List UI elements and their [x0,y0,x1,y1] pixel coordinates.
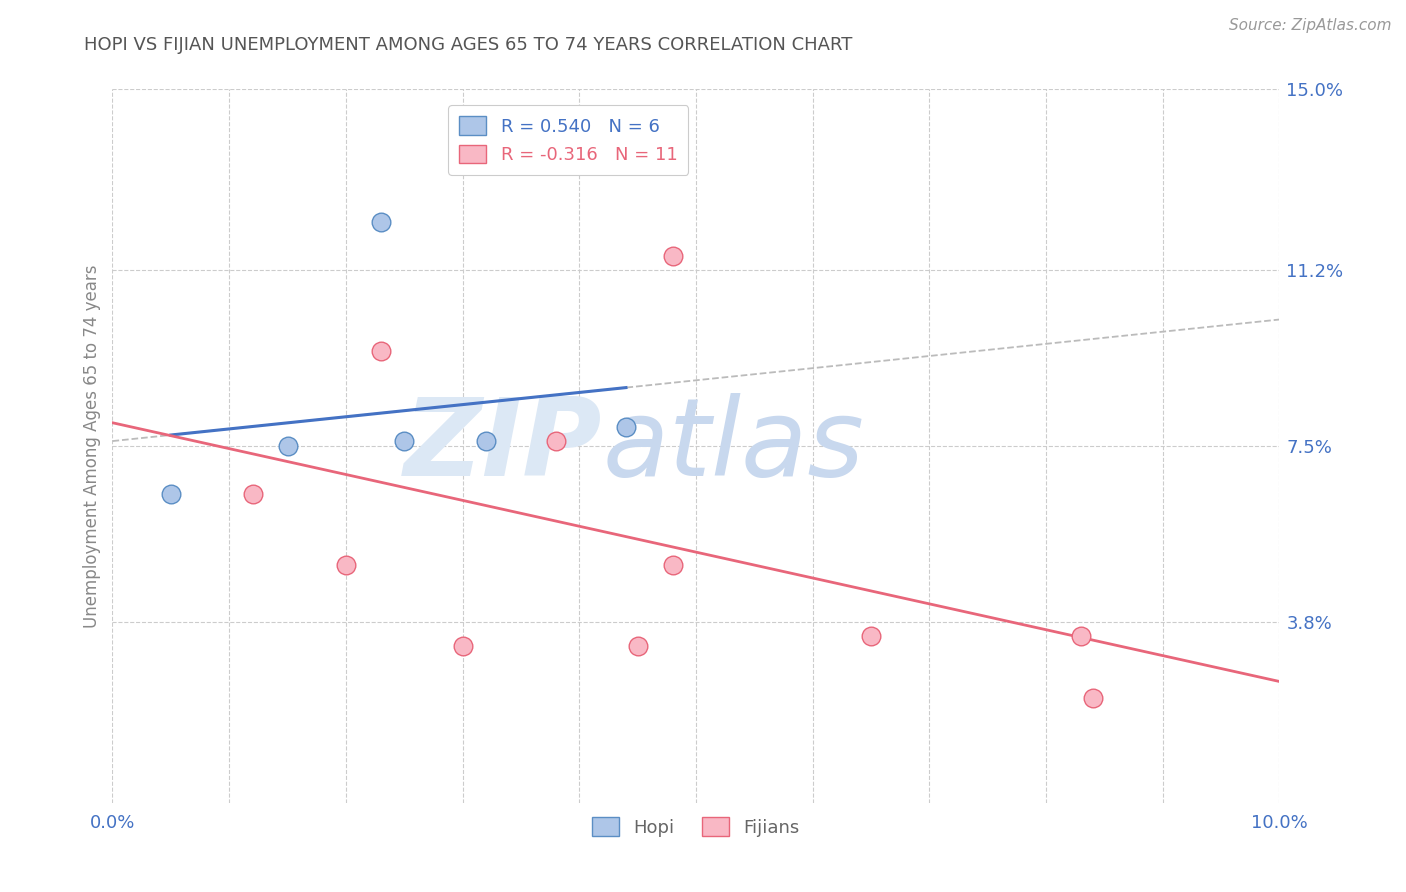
Point [335,558,357,572]
Text: ZIP: ZIP [405,393,603,499]
Text: atlas: atlas [603,393,865,499]
Legend: Hopi, Fijians: Hopi, Fijians [585,810,807,844]
Point [394,434,416,449]
Text: HOPI VS FIJIAN UNEMPLOYMENT AMONG AGES 65 TO 74 YEARS CORRELATION CHART: HOPI VS FIJIAN UNEMPLOYMENT AMONG AGES 6… [84,36,852,54]
Point [544,434,567,449]
Point [1081,691,1104,706]
Text: Source: ZipAtlas.com: Source: ZipAtlas.com [1229,18,1392,33]
Point [661,249,683,263]
Point [451,639,474,653]
Point [627,639,650,653]
Point [614,420,637,434]
Point [1070,629,1092,643]
Point [242,486,264,500]
Y-axis label: Unemployment Among Ages 65 to 74 years: Unemployment Among Ages 65 to 74 years [83,264,101,628]
Point [475,434,498,449]
Point [661,558,683,572]
Point [160,486,183,500]
Point [370,343,392,358]
Point [860,629,883,643]
Point [276,439,298,453]
Point [370,215,392,229]
